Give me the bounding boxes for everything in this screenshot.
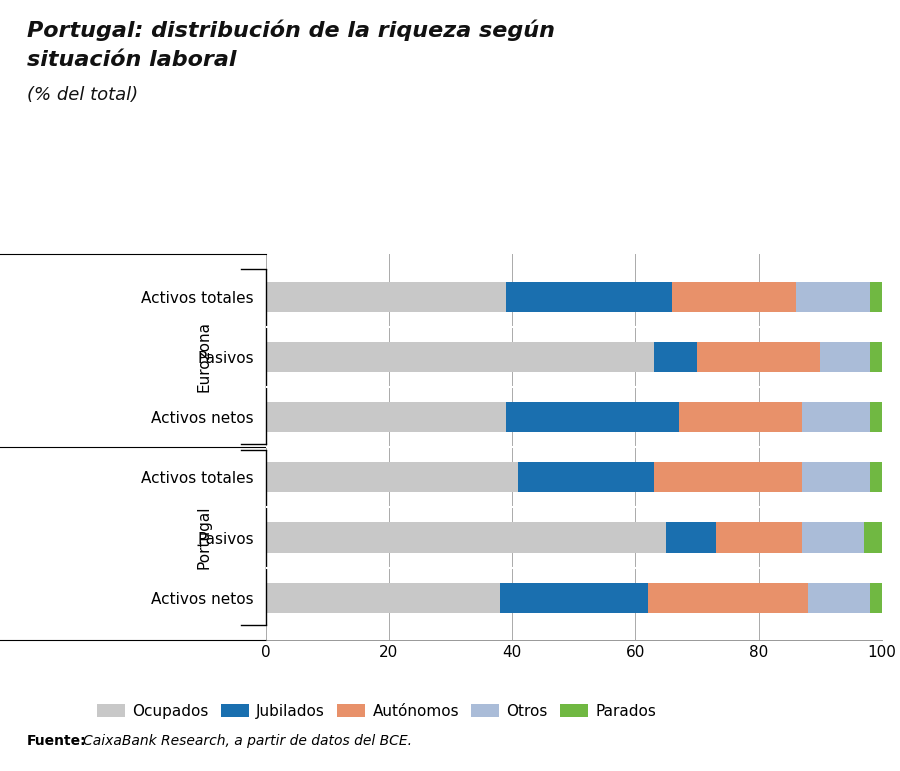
Bar [518, 463, 654, 493]
Text: situación laboral: situación laboral [27, 50, 237, 70]
Bar [654, 342, 697, 372]
Bar [506, 281, 672, 311]
Bar [869, 342, 882, 372]
Bar [869, 463, 882, 493]
Bar [654, 463, 802, 493]
Bar [716, 523, 802, 553]
Bar [666, 523, 716, 553]
Bar [802, 463, 869, 493]
Bar [266, 463, 518, 493]
Bar [679, 402, 802, 432]
Bar [266, 523, 666, 553]
Text: (% del total): (% del total) [27, 86, 138, 104]
Bar [802, 523, 863, 553]
Bar [863, 523, 882, 553]
Bar [802, 402, 869, 432]
Bar [672, 281, 796, 311]
Bar [266, 281, 506, 311]
Legend: Ocupados, Jubilados, Autónomos, Otros, Parados: Ocupados, Jubilados, Autónomos, Otros, P… [91, 698, 662, 725]
Bar [869, 583, 882, 613]
Bar [266, 583, 500, 613]
Text: Portugal: distribución de la riqueza según: Portugal: distribución de la riqueza seg… [27, 19, 555, 41]
Bar [796, 281, 869, 311]
Bar [648, 583, 808, 613]
Text: Eurozona: Eurozona [196, 322, 211, 392]
Bar [869, 281, 882, 311]
Text: Portugal: Portugal [196, 506, 211, 569]
Bar [821, 342, 869, 372]
Bar [808, 583, 869, 613]
Bar [266, 402, 506, 432]
Text: CaixaBank Research, a partir de datos del BCE.: CaixaBank Research, a partir de datos de… [83, 734, 412, 748]
Bar [506, 402, 679, 432]
Bar [869, 402, 882, 432]
Bar [500, 583, 648, 613]
Bar [697, 342, 820, 372]
Bar [266, 342, 654, 372]
Text: Fuente:: Fuente: [27, 734, 86, 748]
